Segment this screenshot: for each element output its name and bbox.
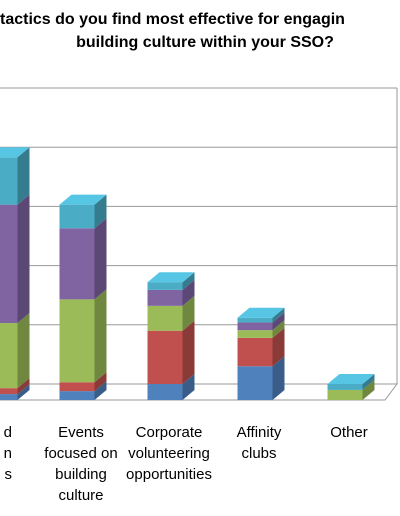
x-tick-label: building bbox=[55, 466, 107, 483]
bar-segment bbox=[0, 157, 18, 205]
bar-side bbox=[94, 218, 107, 300]
bar-side bbox=[362, 374, 375, 390]
x-tick-label: n bbox=[4, 445, 12, 462]
bar-side bbox=[272, 312, 285, 331]
bar-segment bbox=[59, 228, 95, 300]
bar-segment bbox=[327, 389, 363, 400]
bar-top bbox=[237, 307, 285, 318]
bar-side bbox=[182, 374, 195, 400]
bar-side bbox=[94, 194, 107, 229]
bar-side bbox=[17, 378, 30, 395]
bar-segment bbox=[0, 388, 18, 395]
x-tick-label: Other bbox=[330, 424, 368, 441]
bar-segment bbox=[237, 330, 273, 338]
bar-segment bbox=[237, 337, 273, 367]
bar-side bbox=[272, 327, 285, 367]
bar-side bbox=[17, 384, 30, 400]
x-tick-label: clubs bbox=[241, 445, 276, 462]
x-tick-label: Affinity bbox=[237, 424, 282, 441]
x-tick-label: d bbox=[4, 424, 12, 441]
bar-segment bbox=[0, 204, 18, 324]
bar-segment bbox=[237, 366, 273, 400]
bar-segment bbox=[327, 384, 363, 390]
bar-side bbox=[94, 381, 107, 400]
bar-side bbox=[94, 289, 107, 383]
bar-side bbox=[272, 356, 285, 400]
bar-side bbox=[272, 320, 285, 338]
bar-segment bbox=[237, 322, 273, 331]
bar-side bbox=[94, 372, 107, 392]
bar-side bbox=[17, 194, 30, 324]
bar-top bbox=[0, 147, 30, 158]
bar-side bbox=[362, 379, 375, 400]
bar-segment bbox=[0, 394, 18, 400]
x-tick-label: Events bbox=[58, 424, 104, 441]
bar-segment bbox=[147, 305, 183, 331]
chart-title: tactics do you find most effective for e… bbox=[0, 11, 345, 28]
bar-side bbox=[182, 272, 195, 290]
x-tick-label: culture bbox=[58, 487, 103, 504]
bar-segment bbox=[0, 323, 18, 389]
bar-top bbox=[327, 374, 375, 385]
bar-segment bbox=[59, 391, 95, 400]
chart-title: building culture within your SSO? bbox=[76, 34, 334, 51]
bar-top bbox=[147, 272, 195, 283]
x-tick-label: s bbox=[5, 466, 13, 483]
bar-side bbox=[17, 147, 30, 205]
bar-segment bbox=[237, 317, 273, 323]
bar-segment bbox=[59, 299, 95, 383]
bar-segment bbox=[147, 330, 183, 385]
bar-top bbox=[59, 194, 107, 205]
bar-segment bbox=[147, 384, 183, 400]
x-tick-label: volunteering bbox=[128, 445, 210, 462]
bar-segment bbox=[147, 289, 183, 306]
bar-segment bbox=[59, 382, 95, 392]
bar-segment bbox=[147, 282, 183, 290]
x-tick-label: opportunities bbox=[126, 466, 212, 483]
bar-side bbox=[182, 295, 195, 331]
bar-side bbox=[182, 279, 195, 306]
bar-side bbox=[272, 307, 285, 323]
x-tick-label: focused on bbox=[44, 445, 117, 462]
bar-segment bbox=[59, 204, 95, 229]
bar-side bbox=[182, 320, 195, 385]
bar-side bbox=[17, 313, 30, 389]
x-tick-label: Corporate bbox=[136, 424, 203, 441]
